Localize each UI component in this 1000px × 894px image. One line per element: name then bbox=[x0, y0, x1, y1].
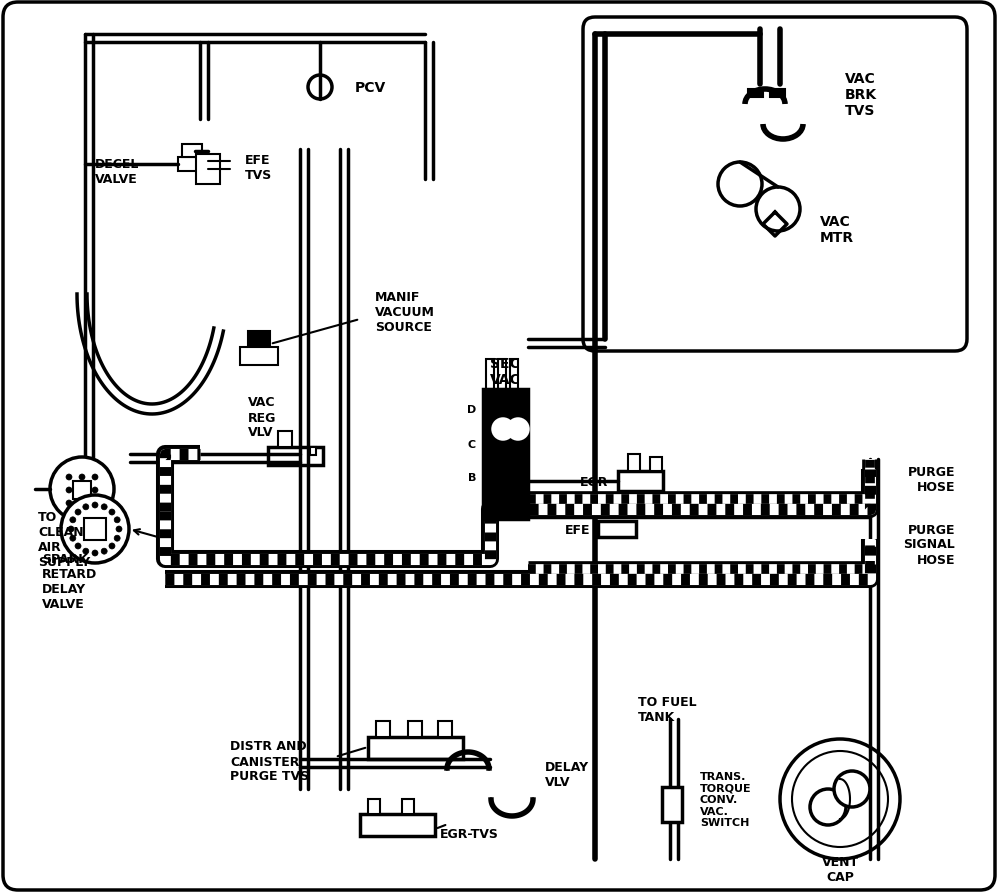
Bar bbox=[84, 519, 106, 540]
Bar bbox=[618, 471, 663, 492]
Text: C: C bbox=[468, 440, 476, 450]
Circle shape bbox=[101, 504, 107, 510]
Circle shape bbox=[66, 501, 72, 506]
Circle shape bbox=[101, 549, 107, 554]
Text: PCV: PCV bbox=[355, 81, 386, 95]
Circle shape bbox=[834, 772, 870, 807]
Circle shape bbox=[83, 549, 89, 554]
Circle shape bbox=[114, 518, 120, 523]
Circle shape bbox=[493, 419, 513, 440]
Circle shape bbox=[79, 487, 85, 493]
Text: TO
CLEAN
AIR
SUPPLY: TO CLEAN AIR SUPPLY bbox=[38, 510, 90, 569]
Circle shape bbox=[66, 487, 72, 493]
Bar bbox=[510, 359, 518, 390]
Circle shape bbox=[109, 544, 115, 549]
Text: SPARK
RETARD
DELAY
VALVE: SPARK RETARD DELAY VALVE bbox=[42, 552, 97, 611]
Text: EFE
TVS: EFE TVS bbox=[245, 154, 272, 181]
Bar bbox=[650, 458, 662, 471]
Bar bbox=[402, 799, 414, 814]
Circle shape bbox=[756, 188, 800, 232]
Bar bbox=[376, 721, 390, 738]
Circle shape bbox=[68, 527, 74, 533]
Circle shape bbox=[718, 163, 762, 207]
Bar bbox=[368, 738, 463, 759]
Bar bbox=[268, 448, 323, 466]
Bar bbox=[368, 799, 380, 814]
Text: EGR-TVS: EGR-TVS bbox=[440, 828, 499, 840]
Circle shape bbox=[70, 536, 76, 542]
Circle shape bbox=[75, 510, 81, 516]
Bar bbox=[662, 787, 682, 822]
Text: VENT
CAP: VENT CAP bbox=[821, 855, 859, 883]
Bar bbox=[360, 814, 435, 836]
FancyBboxPatch shape bbox=[3, 3, 995, 890]
Bar bbox=[486, 359, 494, 390]
Text: B: B bbox=[468, 472, 476, 483]
Circle shape bbox=[79, 475, 85, 480]
Text: VAC
REG
VLV: VAC REG VLV bbox=[248, 396, 276, 439]
Bar bbox=[248, 332, 270, 359]
Circle shape bbox=[83, 504, 89, 510]
Circle shape bbox=[92, 487, 98, 493]
Text: EGR: EGR bbox=[580, 475, 608, 488]
Text: VAC
BRK
TVS: VAC BRK TVS bbox=[845, 72, 877, 118]
Circle shape bbox=[92, 551, 98, 556]
Text: TO FUEL
TANK: TO FUEL TANK bbox=[638, 696, 697, 723]
Bar bbox=[278, 432, 292, 448]
Circle shape bbox=[780, 739, 900, 859]
Text: D: D bbox=[467, 405, 476, 415]
Bar bbox=[598, 521, 636, 537]
Text: EFE: EFE bbox=[565, 523, 590, 536]
Bar bbox=[196, 155, 220, 185]
Circle shape bbox=[79, 501, 85, 506]
Bar bbox=[483, 390, 528, 519]
FancyBboxPatch shape bbox=[583, 18, 967, 351]
Circle shape bbox=[50, 458, 114, 521]
Text: DELAY
VLV: DELAY VLV bbox=[545, 760, 589, 789]
Circle shape bbox=[792, 751, 888, 847]
Bar bbox=[770, 90, 785, 97]
Bar bbox=[498, 359, 506, 390]
Circle shape bbox=[70, 518, 76, 523]
Text: PURGE
HOSE: PURGE HOSE bbox=[908, 466, 955, 493]
Bar bbox=[438, 721, 452, 738]
Text: DECEL
VALVE: DECEL VALVE bbox=[95, 158, 139, 186]
Bar bbox=[408, 721, 422, 738]
Circle shape bbox=[508, 419, 528, 440]
Circle shape bbox=[61, 495, 129, 563]
Bar bbox=[240, 348, 278, 366]
Bar bbox=[182, 145, 202, 158]
Text: PURGE
SIGNAL
HOSE: PURGE SIGNAL HOSE bbox=[903, 523, 955, 566]
Bar bbox=[310, 448, 316, 455]
Circle shape bbox=[66, 475, 72, 480]
Text: TRANS.
TORQUE
CONV.
VAC.
SWITCH: TRANS. TORQUE CONV. VAC. SWITCH bbox=[700, 771, 752, 827]
Text: VAC
MTR: VAC MTR bbox=[820, 215, 854, 245]
Bar bbox=[628, 454, 640, 471]
Bar bbox=[748, 90, 763, 97]
Text: DISTR AND
CANISTER
PURGE TVS: DISTR AND CANISTER PURGE TVS bbox=[230, 739, 309, 782]
Circle shape bbox=[92, 501, 98, 506]
Circle shape bbox=[92, 502, 98, 509]
Circle shape bbox=[810, 789, 846, 825]
Circle shape bbox=[92, 475, 98, 480]
Bar bbox=[178, 158, 208, 172]
Circle shape bbox=[116, 527, 122, 533]
Circle shape bbox=[308, 76, 332, 100]
Text: SEC
VAC
BRK: SEC VAC BRK bbox=[490, 357, 522, 403]
Circle shape bbox=[75, 544, 81, 549]
Bar bbox=[73, 482, 91, 500]
Circle shape bbox=[114, 536, 120, 542]
Circle shape bbox=[109, 510, 115, 516]
Text: MANIF
VACUUM
SOURCE: MANIF VACUUM SOURCE bbox=[375, 291, 435, 333]
